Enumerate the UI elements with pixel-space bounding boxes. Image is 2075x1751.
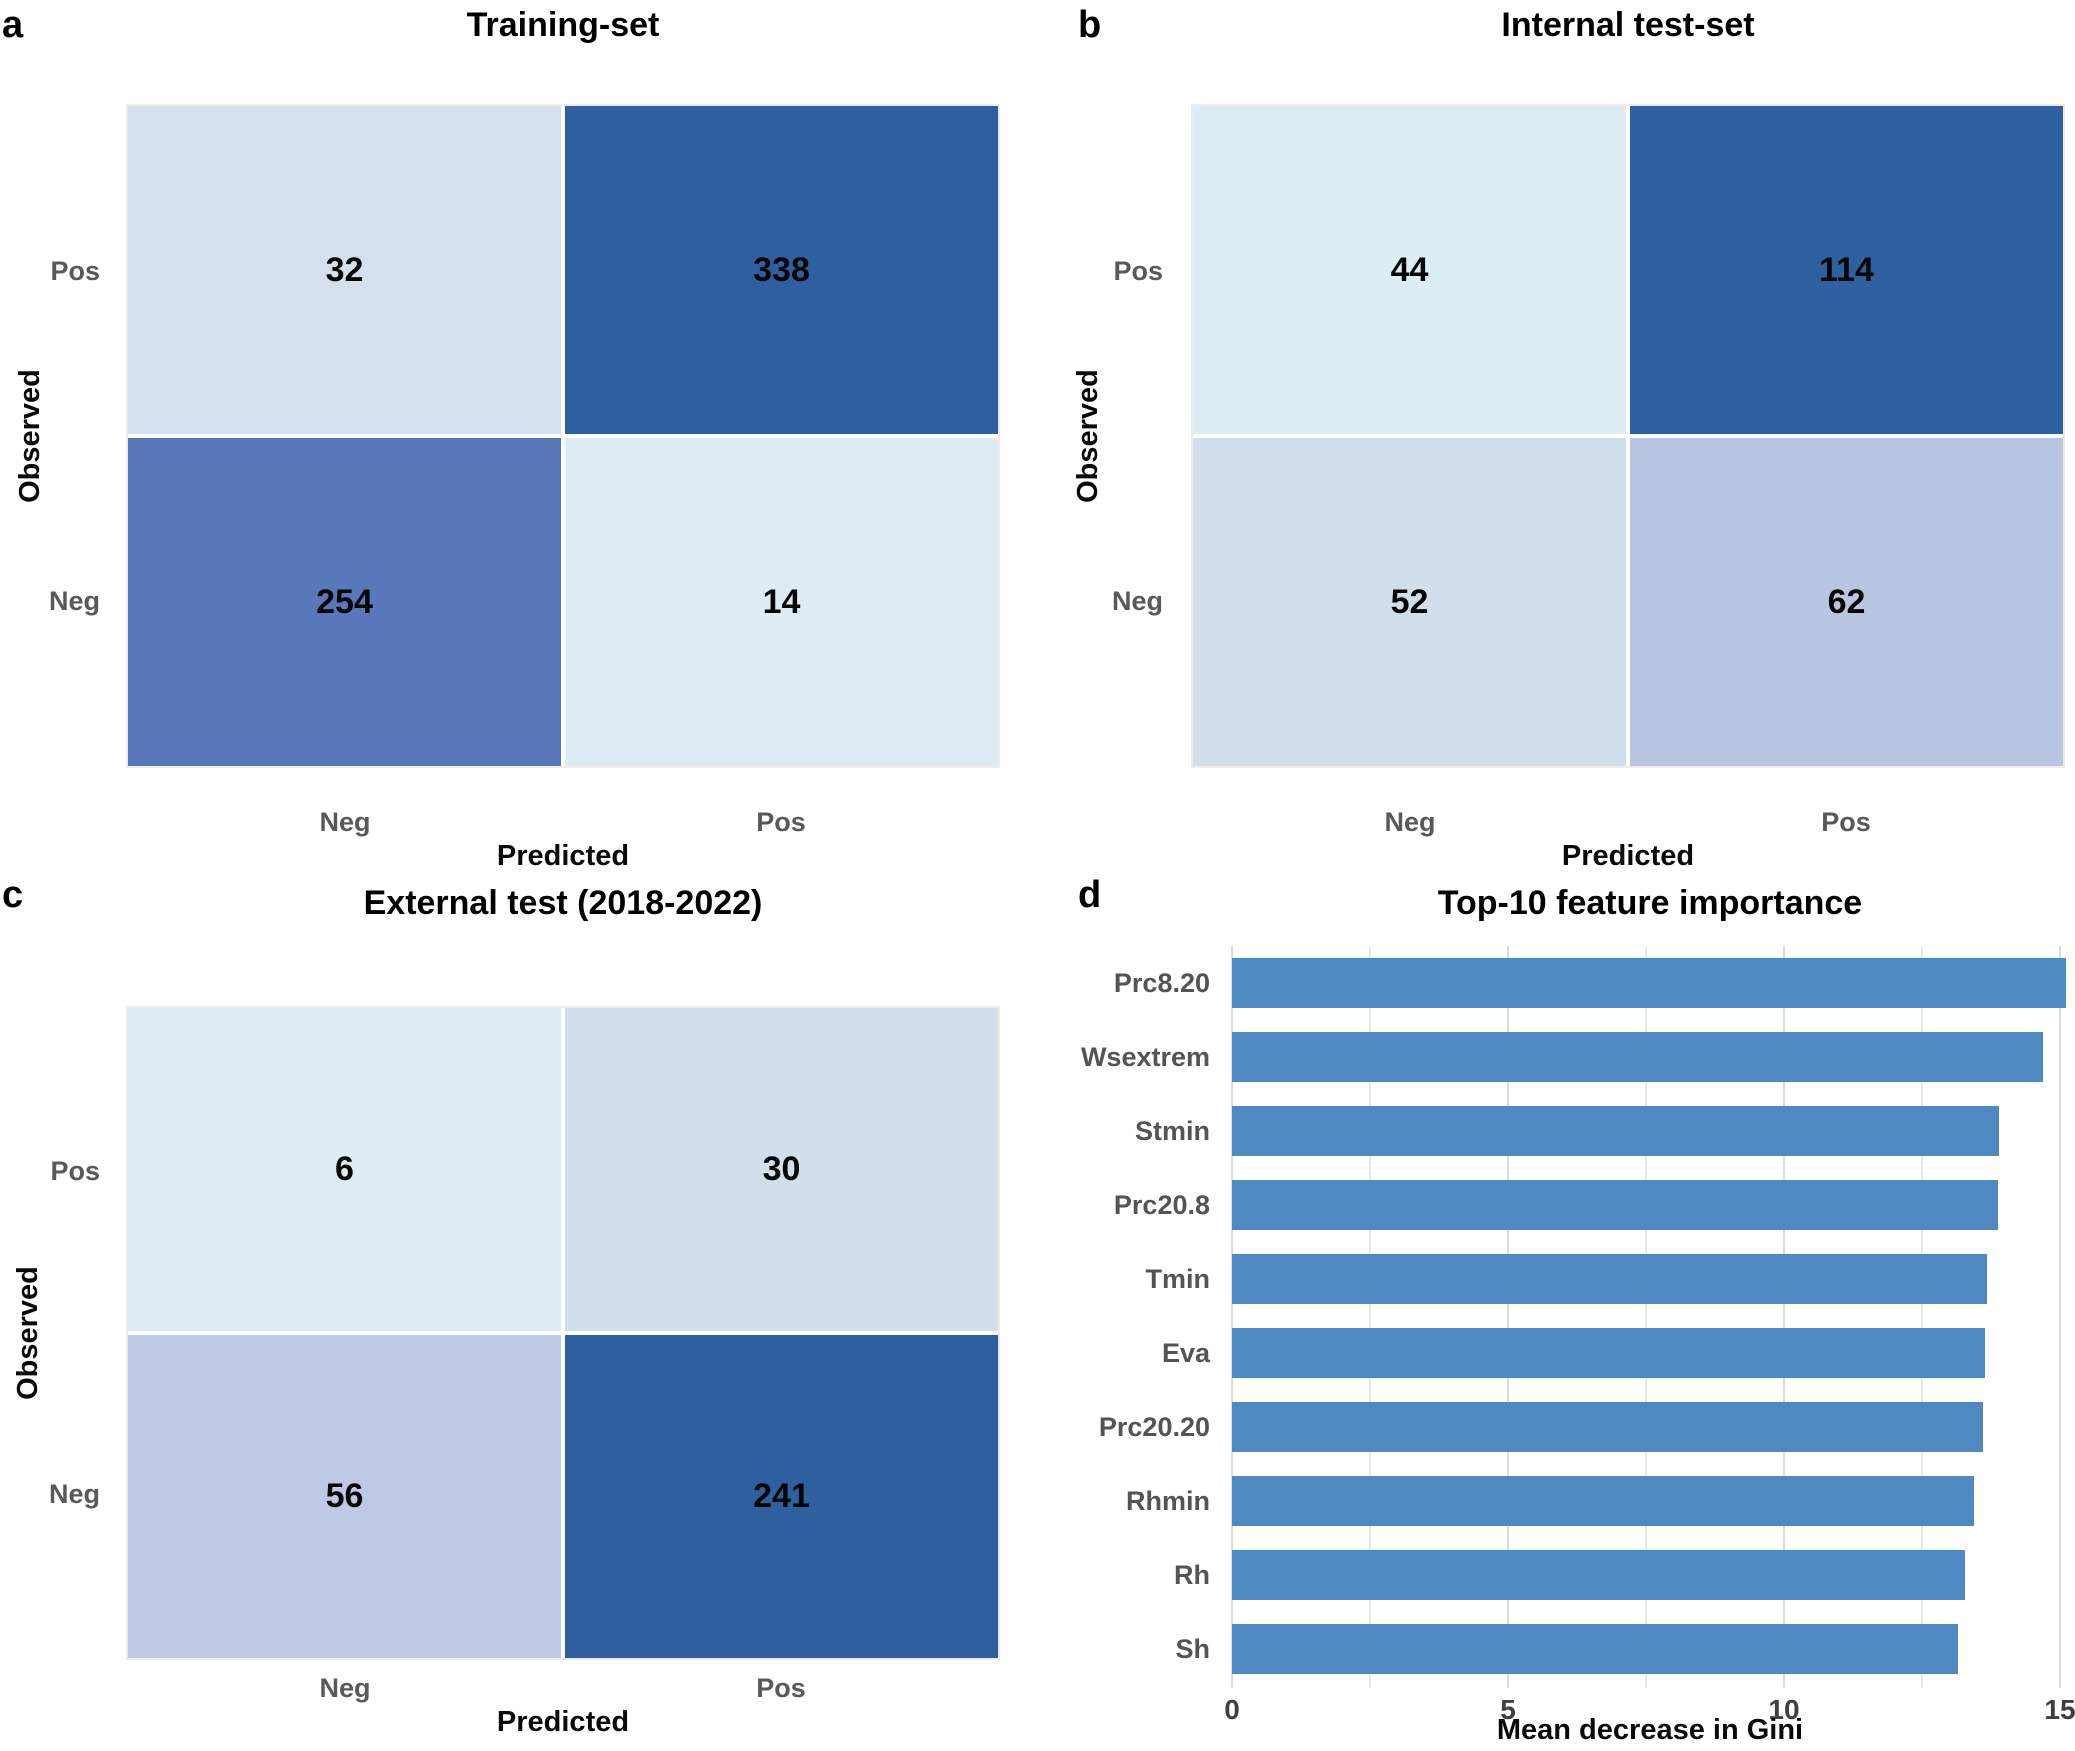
x-tick-label-neg: Neg [1384,807,1436,837]
panel-d-letter: d [1078,874,1102,916]
gridline-x-10 [1783,946,1785,1688]
importance-bar-prc8.20 [1232,958,2066,1008]
x-tick-label-0: 0 [1224,1694,1240,1725]
x-tick-label-5: 5 [1500,1694,1516,1725]
feature-label-tmin: Tmin [1145,1264,1211,1294]
matrix-cell-pos-pos: 114 [1630,106,2063,434]
importance-bar-stmin [1232,1106,2000,1156]
matrix-cell-pos-neg: 32 [128,106,561,434]
panel-b-confusion-matrix: 44 114 52 62 [1191,104,2065,768]
gridline-x-7.5 [1645,946,1647,1688]
y-tick-label-pos: Pos [50,1156,100,1186]
y-tick-label-neg: Neg [1111,586,1163,616]
x-tick-label-pos: Pos [756,1673,806,1703]
cell-value: 338 [753,250,810,289]
importance-bar-prc20.8 [1232,1180,1998,1230]
cell-value: 114 [1819,250,1874,289]
x-tick-label-pos: Pos [1821,807,1871,837]
feature-label-wsextrem: Wsextrem [1080,1042,1210,1072]
cell-value: 56 [325,1477,364,1515]
panel-c-title: External test (2018-2022) [363,884,763,922]
matrix-cell-neg-neg: 254 [128,438,561,766]
matrix-cell-neg-pos: 241 [565,1335,998,1658]
y-tick-label-neg: Neg [48,1479,100,1509]
panel-a-confusion-matrix: 32 338 254 14 [126,104,1000,768]
feature-label-prc20.8: Prc20.8 [1113,1190,1210,1220]
cell-value: 254 [316,582,373,621]
importance-bar-rhmin [1232,1476,1975,1526]
gridline-x-12.5 [1921,946,1923,1688]
cell-value: 6 [335,1150,354,1188]
panel-a-title: Training-set [466,6,660,44]
feature-label-rhmin: Rhmin [1126,1486,1210,1516]
cell-value: 241 [753,1477,810,1515]
cell-value: 52 [1390,582,1429,621]
panel-c-confusion-matrix: 6 30 56 241 [126,1006,1000,1660]
matrix-cell-neg-neg: 56 [128,1335,561,1658]
x-tick-label-pos: Pos [756,807,806,837]
panel-b-letter: b [1078,4,1102,46]
importance-bar-wsextrem [1232,1032,2044,1082]
matrix-cell-pos-neg: 44 [1193,106,1626,434]
feature-label-rh: Rh [1174,1560,1210,1590]
y-tick-label-neg: Neg [48,586,100,616]
feature-label-stmin: Stmin [1134,1116,1210,1146]
importance-bar-prc20.20 [1232,1402,1983,1452]
feature-label-sh: Sh [1175,1634,1210,1664]
panel-b-title: Internal test-set [1501,6,1755,44]
y-tick-label-pos: Pos [50,256,100,286]
y-axis-title-observed: Observed [1072,369,1104,503]
gridline-x-2.5 [1369,946,1371,1688]
feature-label-prc20.20: Prc20.20 [1098,1412,1210,1442]
x-tick-label-10: 10 [1768,1694,1800,1725]
importance-bar-eva [1232,1328,1985,1378]
x-tick-label-15: 15 [2044,1694,2075,1725]
matrix-cell-neg-neg: 52 [1193,438,1626,766]
importance-bar-sh [1232,1624,1958,1674]
cell-value: 44 [1390,250,1429,289]
gridline-x-0 [1231,946,1233,1688]
gridline-x-5 [1507,946,1509,1688]
matrix-cell-pos-pos: 338 [565,106,998,434]
x-axis-title-predicted: Predicted [496,1706,630,1738]
importance-bar-tmin [1232,1254,1987,1304]
feature-importance-category-labels: Prc8.20 Wsextrem Stmin Prc20.8 Tmin Eva Prc20.… [1020,946,1210,1688]
panel-d-title: Top-10 feature importance [1437,884,1863,922]
x-axis-title-gini: Mean decrease in Gini [1496,1714,1804,1746]
feature-importance-plot-area [1231,946,2068,1688]
gini-x-axis-tick-labels: 0 5 10 15 [1224,1694,2075,1728]
cell-value: 30 [762,1150,801,1188]
cell-value: 14 [762,582,801,621]
x-tick-label-neg: Neg [319,807,371,837]
y-axis-title-observed: Observed [14,369,46,503]
x-axis-title-predicted: Predicted [496,840,630,872]
panel-c-letter: c [2,874,24,916]
panel-a-letter: a [2,4,24,46]
importance-bar-rh [1232,1550,1965,1600]
y-axis-title-observed: Observed [12,1266,44,1400]
gridline-x-15 [2059,946,2061,1688]
y-tick-label-pos: Pos [1113,256,1163,286]
cell-value: 32 [325,250,364,289]
matrix-cell-neg-pos: 14 [565,438,998,766]
x-tick-label-neg: Neg [319,1673,371,1703]
matrix-cell-pos-pos: 30 [565,1008,998,1331]
matrix-cell-neg-pos: 62 [1630,438,2063,766]
cell-value: 62 [1827,582,1866,621]
x-axis-title-predicted: Predicted [1561,840,1695,872]
feature-label-eva: Eva [1161,1338,1210,1368]
feature-label-prc8.20: Prc8.20 [1113,968,1210,998]
matrix-cell-pos-neg: 6 [128,1008,561,1331]
